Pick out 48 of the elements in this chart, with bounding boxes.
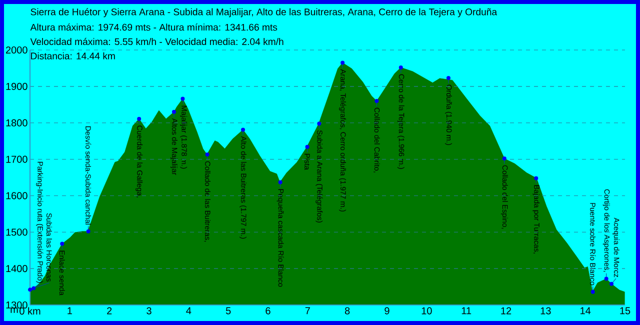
x-tick-label: 9 — [384, 307, 390, 314]
point — [172, 110, 176, 114]
x-tick-label: 4 — [186, 307, 192, 314]
x-tick-label: 7 — [305, 307, 310, 314]
x-tick-label: 14 — [580, 307, 591, 314]
y-tick-label: 1300 — [6, 301, 28, 309]
point — [604, 276, 608, 281]
y-tick-label: 1700 — [6, 156, 28, 163]
y-tick-label: 2000 — [6, 46, 28, 54]
point — [374, 98, 379, 104]
y-tick-label: 1500 — [6, 228, 28, 236]
point — [180, 96, 185, 101]
point — [60, 242, 64, 246]
y-tick-label: 1800 — [6, 119, 28, 126]
x-tick-label: 1 — [68, 307, 72, 314]
y-tick-label: 1900 — [6, 82, 28, 90]
point — [305, 144, 310, 149]
x-tick-label: 5 — [226, 307, 231, 314]
point — [609, 282, 614, 286]
point — [278, 180, 282, 184]
point — [241, 128, 246, 132]
x-tick-label: 8 — [344, 307, 350, 314]
point — [86, 229, 90, 234]
point — [137, 116, 142, 121]
point — [502, 156, 506, 161]
x-tick-label: 11 — [462, 307, 472, 314]
x-tick-label: 10 — [422, 307, 432, 314]
point — [205, 152, 210, 157]
x-tick-label: 0 km — [20, 307, 40, 315]
y-tick-label: 1600 — [6, 192, 28, 200]
text: Velocidad máxima: 5.55 km/h - Velocidad media: 2.04 km/h — [30, 38, 284, 46]
x-tick-label: 15 — [620, 307, 630, 314]
point — [534, 176, 538, 180]
x-tick-label: 13 — [540, 307, 551, 314]
point — [317, 122, 322, 126]
point — [398, 65, 403, 70]
point — [340, 60, 345, 65]
point — [446, 76, 450, 80]
x-tick-label: 12 — [501, 307, 512, 314]
y-tick-label: 1400 — [6, 265, 28, 272]
chart-title: Sierra de Huétor y Sierra Arana - Subida al Majalijar, Alto de las Buitreras, Arana, Cerro de la Tejera y Orduña — [30, 8, 498, 18]
point — [590, 290, 595, 294]
text: Altura máxima: 1974.69 mts - Altura mínima: 1341.66 mts — [30, 23, 278, 31]
annotation: Distancia: 14.44 km — [31, 52, 115, 60]
y-axis-title: m — [10, 308, 18, 313]
x-tick-label: 6 — [266, 307, 270, 314]
x-tick-label: 2 — [107, 307, 112, 314]
x-tick-label: 3 — [146, 307, 152, 314]
